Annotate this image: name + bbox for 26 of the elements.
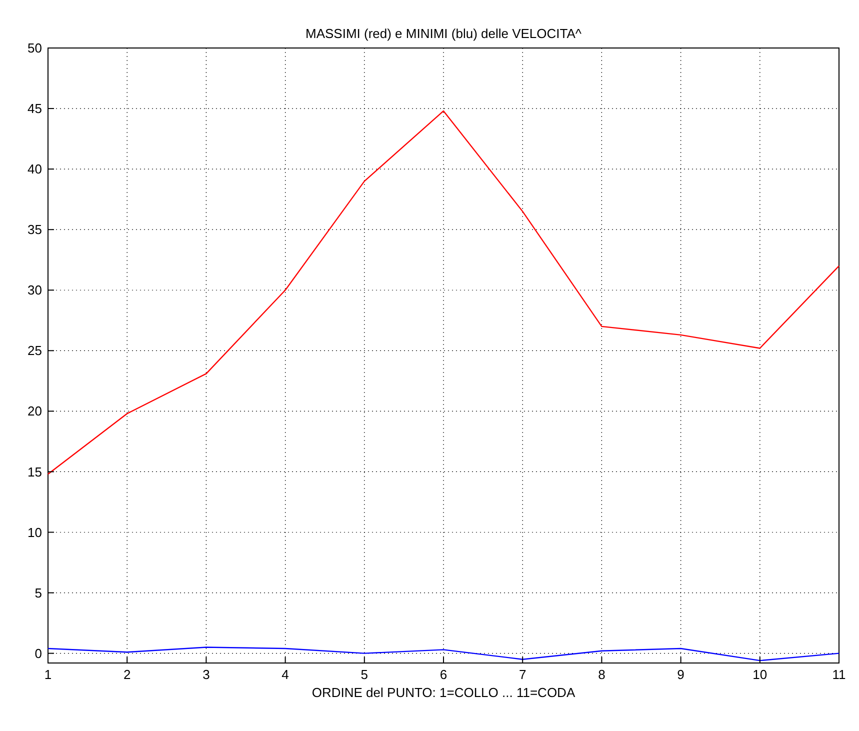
x-axis-title: ORDINE del PUNTO: 1=COLLO ... 11=CODA [312,685,576,700]
x-tick-label: 6 [440,667,448,682]
x-tick-label: 11 [832,667,846,682]
y-tick-label: 15 [28,464,42,480]
x-tick-label: 7 [518,667,526,682]
x-tick-label: 5 [360,667,368,682]
y-tick-label: 45 [28,101,42,116]
x-tick-label: 10 [752,667,768,682]
x-tick-label: 4 [282,667,289,682]
y-tick-label: 30 [28,282,42,298]
x-tick-label: 1 [44,667,52,682]
x-tick-label: 2 [123,667,131,682]
line-series [47,646,840,662]
x-tick-label: 3 [202,667,210,682]
y-tick-label: 5 [34,585,42,600]
line-series [47,110,840,475]
y-tick-label: 40 [28,162,42,177]
y-tick-label: 50 [28,40,42,56]
y-tick-label: 10 [28,524,42,540]
y-tick-label: 20 [28,404,42,419]
y-tick-label: 35 [28,222,42,238]
x-tick-label: 9 [677,667,684,682]
y-tick-label: 0 [34,646,42,661]
y-tick-label: 25 [28,343,42,358]
chart-title: MASSIMI (red) e MINIMI (blu) delle VELOCITA^ [305,26,582,41]
x-tick-label: 8 [598,667,606,682]
